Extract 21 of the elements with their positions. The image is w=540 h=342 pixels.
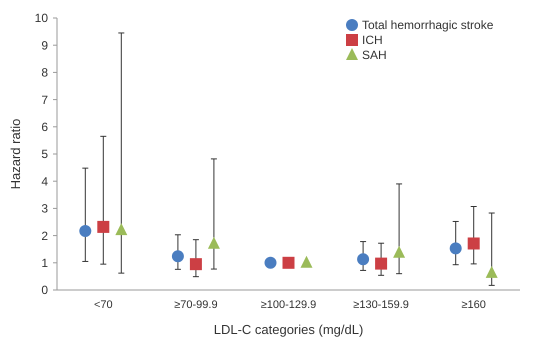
y-tick-label: 9 — [41, 38, 48, 52]
x-tick-label: ≥130-159.9 — [353, 299, 409, 311]
y-tick-label: 8 — [41, 66, 48, 80]
y-tick-label: 3 — [41, 202, 48, 216]
x-axis-title: LDL-C categories (mg/dL) — [214, 322, 364, 337]
legend-label: Total hemorrhagic stroke — [362, 18, 494, 32]
x-tick-label: ≥70-99.9 — [174, 299, 218, 311]
y-tick-label: 4 — [41, 174, 48, 188]
y-tick-label: 10 — [34, 11, 48, 26]
y-tick-label: 2 — [41, 228, 48, 243]
x-tick-label: <70 — [94, 299, 113, 311]
x-tick-label: ≥160 — [462, 299, 486, 311]
y-tick-label: 5 — [41, 147, 48, 162]
y-axis-title: Hazard ratio — [8, 118, 23, 190]
y-tick-label: 0 — [41, 283, 48, 298]
legend-label: SAH — [362, 48, 387, 62]
y-tick-label: 1 — [41, 256, 48, 270]
y-tick-label: 7 — [41, 92, 48, 107]
x-tick-label: ≥100-129.9 — [260, 299, 316, 311]
legend-label: ICH — [362, 33, 383, 48]
y-tick-label: 6 — [41, 120, 48, 134]
